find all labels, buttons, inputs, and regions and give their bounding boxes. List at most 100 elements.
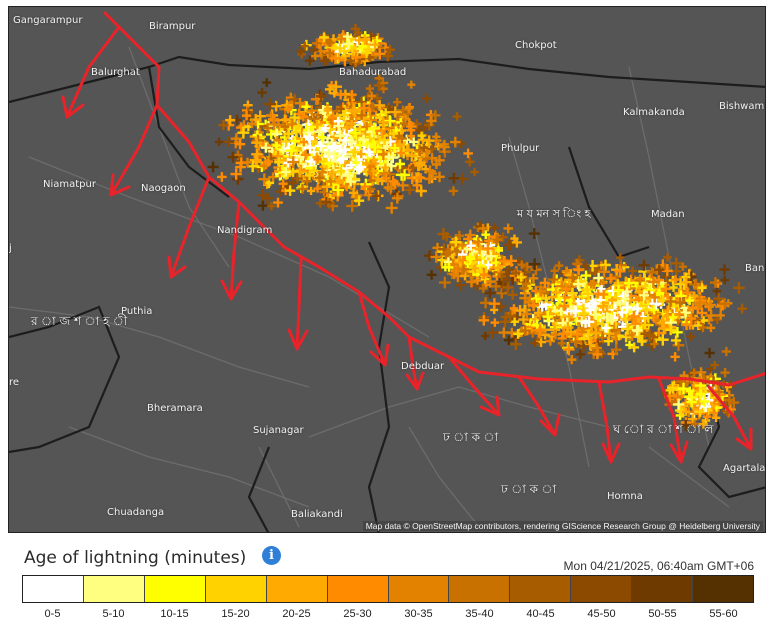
lightning-strike-marker: [628, 266, 637, 276]
lightning-strike-marker: [336, 167, 346, 176]
lightning-strike-marker: [499, 316, 511, 328]
lightning-strike-marker: [716, 311, 725, 320]
lightning-strike-marker: [534, 324, 546, 336]
lightning-strike-marker: [519, 292, 531, 304]
lightning-strike-marker: [554, 294, 563, 303]
lightning-strike-marker: [585, 304, 596, 315]
lightning-strike-marker: [342, 169, 354, 182]
map-attribution[interactable]: Map data © OpenStreetMap contributors, r…: [362, 521, 763, 531]
legend-labels: 0-5 5-10 10-15 15-20 20-25 25-30 30-35 35-40 40-…: [22, 608, 754, 620]
lightning-strike-marker: [288, 178, 298, 187]
lightning-strike-marker: [567, 354, 577, 365]
lightning-strike-marker: [263, 156, 274, 167]
lightning-strike-marker: [361, 47, 372, 58]
lightning-strikes: [207, 23, 748, 431]
lightning-strike-marker: [573, 264, 584, 276]
lightning-strike-marker: [610, 344, 622, 356]
lightning-strike-marker: [535, 285, 547, 297]
lightning-strike-marker: [710, 360, 719, 370]
lightning-strike-marker: [647, 276, 660, 288]
lightning-strike-marker: [289, 136, 300, 147]
lightning-strike-marker: [577, 340, 590, 353]
lightning-strike-marker: [620, 331, 632, 343]
lightning-strike-marker: [681, 407, 690, 416]
lightning-strike-marker: [272, 141, 281, 150]
lightning-strike-marker: [638, 259, 650, 271]
lightning-strike-marker: [665, 295, 677, 307]
lightning-strike-marker: [351, 52, 362, 63]
lightning-strike-marker: [409, 137, 419, 147]
lightning-strike-marker: [530, 338, 539, 347]
lightning-strike-marker: [313, 174, 324, 185]
legend-title: Age of lightning (minutes): [24, 548, 247, 568]
lightning-strike-marker: [396, 148, 406, 158]
lightning-strike-marker: [268, 118, 281, 131]
legend-label-35-40: 35-40: [465, 608, 494, 620]
lightning-strike-marker: [685, 296, 694, 305]
lightning-strike-marker: [572, 279, 584, 290]
lightning-strike-marker: [404, 184, 415, 195]
lightning-strike-marker: [313, 184, 322, 193]
lightning-strike-marker: [699, 396, 710, 407]
lightning-strike-marker: [644, 329, 656, 342]
lightning-strike-marker: [398, 169, 411, 181]
lightning-strike-marker: [415, 126, 424, 135]
lightning-strike-marker: [452, 112, 462, 121]
lightning-strike-marker: [599, 278, 608, 287]
lightning-strike-marker: [489, 223, 499, 233]
lightning-strike-marker: [465, 157, 475, 167]
lightning-strike-marker: [367, 91, 376, 101]
lightning-strike-marker: [382, 50, 393, 62]
lightning-strike-marker: [251, 137, 262, 149]
lightning-strike-marker: [424, 165, 436, 178]
lightning-strike-marker: [247, 119, 257, 129]
lightning-strike-marker: [511, 237, 523, 248]
lightning-strike-marker: [227, 151, 239, 163]
lightning-strike-marker: [450, 136, 461, 148]
lightning-strike-marker: [278, 145, 288, 155]
lightning-strike-marker: [365, 84, 374, 93]
info-icon[interactable]: i: [262, 546, 281, 565]
motion-arrow-2: [109, 103, 159, 197]
lightning-strike-marker: [338, 45, 350, 57]
lightning-strike-marker: [388, 128, 399, 139]
lightning-strike-marker: [706, 323, 716, 333]
place-label-baliakandi: Baliakandi: [291, 509, 343, 520]
lightning-strike-marker: [314, 172, 325, 183]
lightning-strike-marker: [451, 246, 462, 257]
lightning-strike-marker: [422, 93, 432, 104]
lightning-strike-marker: [364, 132, 376, 144]
lightning-strike-marker: [654, 264, 665, 275]
lightning-strike-marker: [431, 159, 441, 169]
map-canvas: [9, 11, 765, 532]
lightning-strike-marker: [681, 286, 694, 299]
lightning-strike-marker: [511, 268, 520, 277]
lightning-strike-marker: [629, 342, 640, 353]
lightning-strike-marker: [225, 115, 236, 126]
lightning-strike-marker: [409, 163, 418, 172]
lightning-strike-marker: [621, 323, 634, 335]
lightning-strike-marker: [713, 293, 725, 305]
lightning-strike-marker: [319, 32, 329, 43]
lightning-strike-marker: [481, 331, 490, 341]
lightning-strike-marker: [305, 134, 315, 144]
lightning-strike-marker: [392, 98, 402, 107]
lightning-strike-marker: [285, 144, 298, 157]
lightning-strike-marker: [527, 299, 540, 312]
lightning-map[interactable]: Gangarampur Birampur Balurghat Bahadurab…: [8, 6, 766, 533]
motion-arrow-8: [447, 355, 501, 417]
lightning-strike-marker: [357, 110, 367, 120]
lightning-strike-marker: [381, 108, 390, 117]
lightning-strike-marker: [385, 201, 398, 214]
lightning-strike-marker: [554, 261, 564, 271]
lightning-strike-marker: [458, 255, 468, 265]
lightning-strike-marker: [649, 305, 659, 315]
lightning-strike-marker: [521, 308, 532, 320]
lightning-strike-marker: [498, 256, 509, 267]
lightning-strike-marker: [217, 172, 227, 182]
place-label-j-edge: j: [9, 243, 12, 254]
motion-arrow-6: [357, 290, 390, 367]
lightning-strike-marker: [637, 336, 647, 347]
lightning-strike-marker: [316, 90, 327, 102]
lightning-strike-marker: [358, 102, 371, 114]
